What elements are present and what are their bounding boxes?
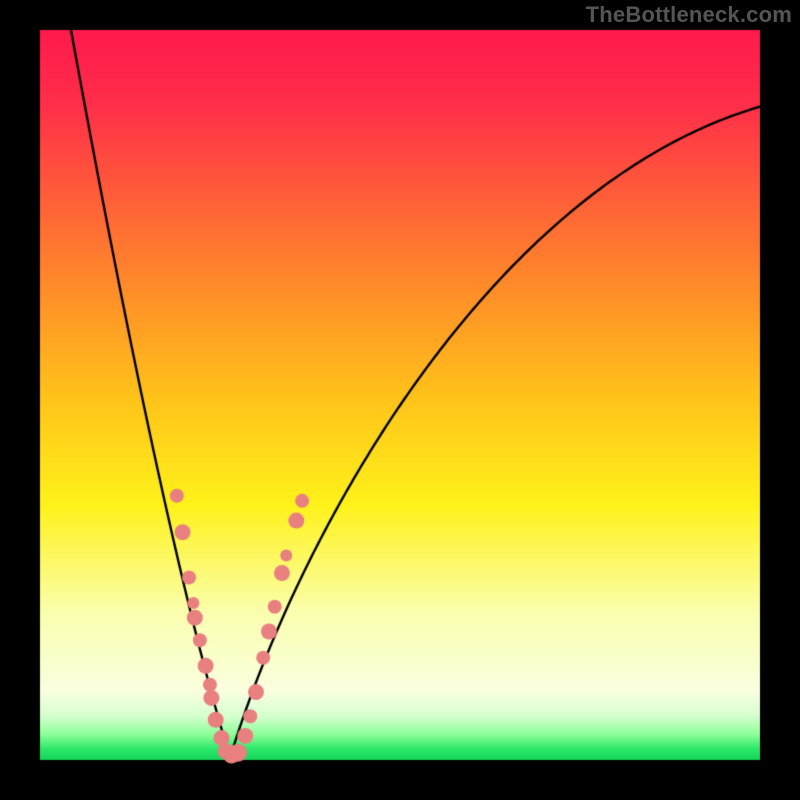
bottleneck-chart-canvas: [0, 0, 800, 800]
chart-stage: TheBottleneck.com: [0, 0, 800, 800]
watermark-text: TheBottleneck.com: [586, 2, 792, 28]
